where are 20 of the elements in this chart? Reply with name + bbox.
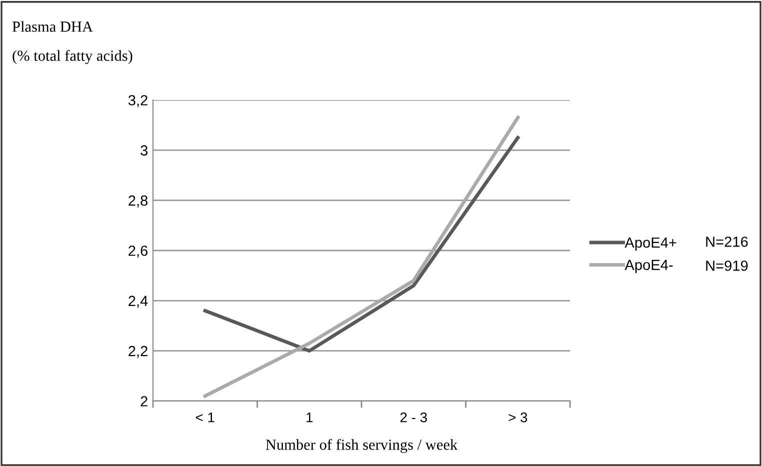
x-axis-title: Number of fish servings / week: [266, 438, 458, 453]
y-tick-label: 3,2: [128, 95, 148, 108]
legend-label: ApoE4+: [624, 238, 676, 251]
y-tick-label: 2,4: [128, 296, 148, 308]
y-tick-label: 3: [140, 145, 148, 156]
y-tick-label: 2: [140, 396, 148, 406]
line-series: [203, 136, 520, 353]
line-series: [203, 116, 520, 398]
y-tick-label: 2,6: [128, 246, 148, 258]
chart-subtitle: (% total fatty acids): [12, 50, 132, 64]
y-tick-label: 2,8: [128, 195, 148, 208]
x-tick-label: 2 - 3: [400, 412, 427, 422]
x-tick-label: < 1: [196, 412, 214, 422]
x-tick-label: > 3: [508, 412, 528, 422]
y-tick-label: 2,2: [128, 346, 148, 358]
x-tick-label: 1: [306, 412, 313, 422]
chart-title: Plasma DHA: [12, 21, 93, 32]
text: N=919: [706, 260, 748, 271]
legend-label: ApoE4-: [624, 260, 673, 273]
text: N=216: [706, 236, 748, 247]
